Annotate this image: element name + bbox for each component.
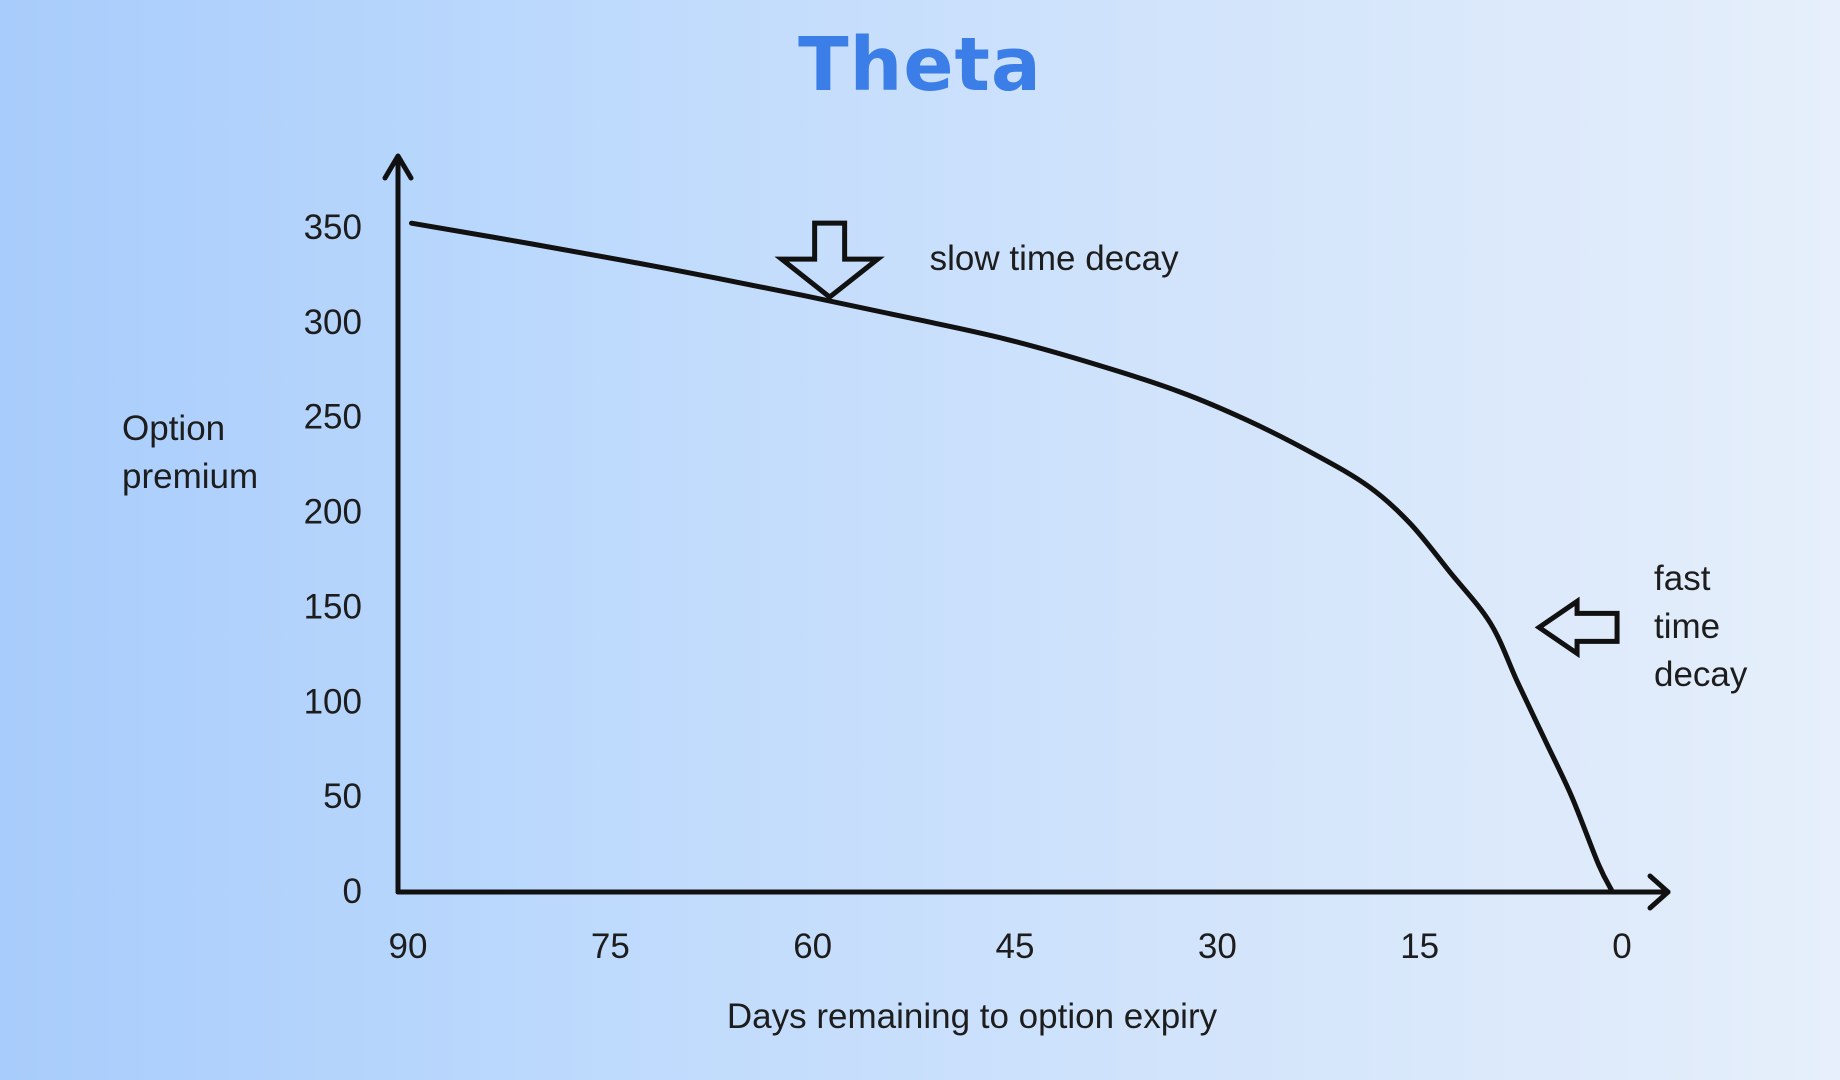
annotation-text: decay: [1654, 655, 1748, 694]
y-tick-label: 300: [304, 303, 362, 342]
axis-labels: Days remaining to option expiry Option pr…: [122, 409, 1218, 1036]
x-tick-label: 75: [591, 927, 630, 966]
annotation-text: fast: [1654, 559, 1711, 598]
x-tick-label: 0: [1612, 927, 1631, 966]
x-tick-label: 60: [793, 927, 832, 966]
y-tick-label: 0: [343, 872, 362, 911]
down-arrow-icon: [774, 220, 885, 301]
y-tick-label: 350: [304, 208, 362, 247]
y-tick-label: 200: [304, 493, 362, 532]
annotation-text: slow time decay: [930, 239, 1179, 278]
x-tick-label: 45: [996, 927, 1035, 966]
x-tick-labels: 90 75 60 45 30 15 0: [389, 927, 1632, 966]
left-arrow-icon: [1534, 596, 1620, 659]
y-axis-label-line: Option: [122, 409, 225, 448]
x-tick-label: 30: [1198, 927, 1237, 966]
y-tick-label: 50: [323, 777, 362, 816]
annotations: slow time decay fast time decay: [774, 220, 1748, 694]
series-line: [409, 220, 1615, 894]
y-axis-label-line: premium: [122, 457, 258, 496]
y-axis-label: Option premium: [122, 409, 258, 496]
y-tick-label: 150: [304, 587, 362, 626]
y-tick-labels: 350 300 250 200 150 100 50 0: [304, 208, 362, 911]
x-tick-label: 15: [1400, 927, 1439, 966]
x-axis-arrowhead: [1647, 873, 1671, 911]
y-tick-label: 250: [304, 398, 362, 437]
chart-title: Theta: [798, 22, 1042, 108]
y-axis-arrowhead: [382, 153, 414, 181]
axes: [382, 153, 1671, 911]
annotation-text: time: [1654, 607, 1720, 646]
x-tick-label: 90: [389, 927, 428, 966]
series-group: [409, 220, 1615, 894]
y-tick-label: 100: [304, 682, 362, 721]
x-axis-label: Days remaining to option expiry: [727, 997, 1218, 1036]
